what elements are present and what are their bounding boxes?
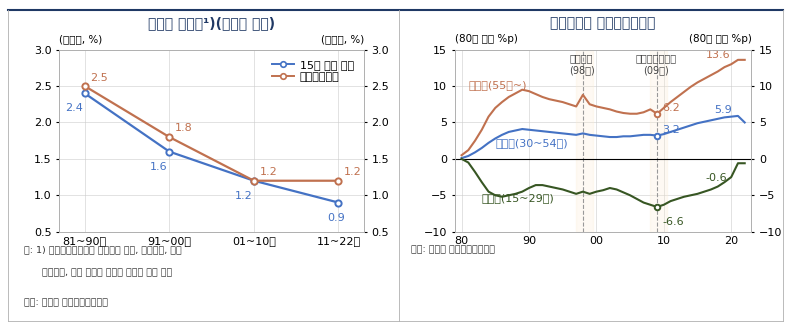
Text: 13.6: 13.6 [706,50,730,61]
Bar [576,50,593,232]
Text: (09년): (09년) [643,66,668,76]
Text: 자료: 통계청 경제활동인구조사: 자료: 통계청 경제활동인구조사 [24,298,108,307]
Text: (98년): (98년) [569,66,595,76]
Text: 핵심층(30~54세): 핵심층(30~54세) [495,138,568,148]
Text: 0.9: 0.9 [327,213,345,223]
Text: 1.2: 1.2 [344,167,361,177]
Text: 1.8: 1.8 [175,123,192,133]
Text: 1.2: 1.2 [259,167,277,177]
Text: 3.2: 3.2 [663,125,680,135]
Text: 복무요원, 형이 확정된 교도소 수감자 등이 제외: 복무요원, 형이 확정된 교도소 수감자 등이 제외 [24,268,172,277]
Text: 글로벌금융위기: 글로벌금융위기 [635,53,676,63]
Text: (80년 대비 %p): (80년 대비 %p) [689,34,751,44]
Legend: 15세 이상 인구, 경제활동인구: 15세 이상 인구, 경제활동인구 [267,55,358,86]
Text: 2.5: 2.5 [90,72,108,82]
Text: 6.2: 6.2 [663,103,680,113]
Text: 자료: 통계청 경제활동인구조사: 자료: 통계청 경제활동인구조사 [411,245,495,254]
Text: 청년층(15~29세): 청년층(15~29세) [482,193,554,203]
Title: 인구수 증가율¹)(연평균 기준): 인구수 증가율¹)(연평균 기준) [148,17,275,30]
Text: 1.2: 1.2 [234,191,252,201]
Text: (연평균, %): (연평균, %) [320,34,364,44]
Text: -0.6: -0.6 [706,173,728,183]
Text: (80년 대비 %p): (80년 대비 %p) [455,34,517,44]
Text: 5.9: 5.9 [714,105,732,115]
Text: -6.6: -6.6 [663,217,684,227]
Text: 1.6: 1.6 [149,162,168,172]
Title: 연령계층별 경제활동참가율: 연령계층별 경제활동참가율 [551,17,656,30]
Text: 2.4: 2.4 [66,103,83,114]
Text: 고령층(55세~): 고령층(55세~) [468,79,527,89]
Text: 외환위기: 외환위기 [570,53,593,63]
Bar [650,50,667,232]
Text: (연평균, %): (연평균, %) [59,34,103,44]
Text: 주: 1) 경제활동인구조사 기준으로 군인, 의무경찰, 사회: 주: 1) 경제활동인구조사 기준으로 군인, 의무경찰, 사회 [24,245,181,254]
